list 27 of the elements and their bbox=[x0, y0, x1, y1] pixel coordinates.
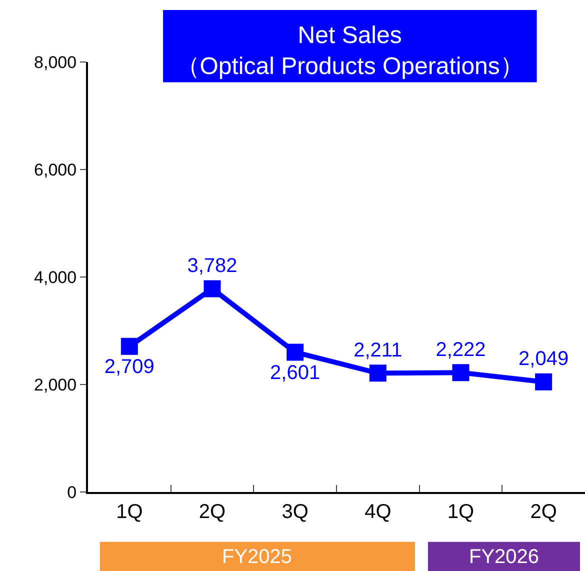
text: FY2026 bbox=[469, 546, 540, 568]
point bbox=[286, 344, 304, 361]
x-tick-label: 1Q bbox=[116, 501, 143, 523]
y-tick-label: 6,000 bbox=[34, 160, 77, 180]
x-tick-label: 2Q bbox=[198, 501, 226, 523]
y-tick-label: 8,000 bbox=[34, 52, 77, 72]
y-tick-label: 2,000 bbox=[34, 375, 77, 394]
point bbox=[204, 280, 221, 298]
x-tick-label: 4Q bbox=[364, 501, 392, 523]
data-label: 2,211 bbox=[354, 340, 402, 362]
point bbox=[120, 338, 138, 355]
text: FY2025 bbox=[222, 546, 292, 568]
data-label: 2,222 bbox=[436, 338, 486, 361]
chart-title: Net Sales bbox=[298, 22, 402, 49]
x-tick-label: 1Q bbox=[447, 501, 474, 523]
data-label: 3,782 bbox=[187, 255, 238, 278]
point bbox=[452, 364, 470, 382]
data-label: 2,049 bbox=[518, 348, 569, 370]
point bbox=[535, 373, 552, 390]
y-tick-label: 4,000 bbox=[34, 268, 77, 287]
point bbox=[369, 364, 386, 382]
x-tick-label: 3Q bbox=[282, 501, 308, 523]
data-label: 2,601 bbox=[270, 362, 320, 384]
chart-subtitle: （Optical Products Operations） bbox=[176, 53, 524, 80]
data-label: 2,709 bbox=[104, 356, 154, 378]
x-tick-label: 2Q bbox=[530, 501, 557, 523]
y-tick-label: 0 bbox=[67, 482, 77, 502]
